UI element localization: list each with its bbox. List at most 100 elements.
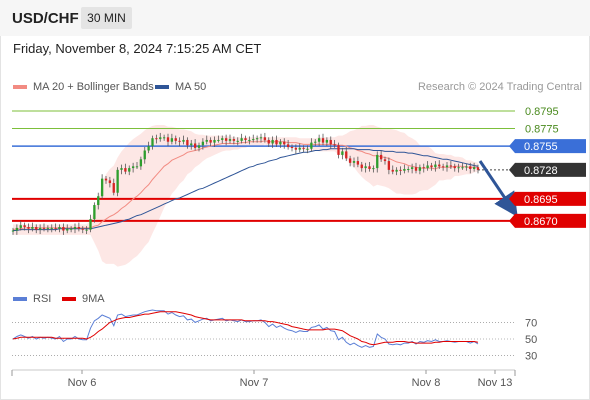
candle-body <box>147 146 150 151</box>
candle-body <box>275 139 278 145</box>
candle-body <box>317 138 321 142</box>
candle-body <box>236 140 239 142</box>
candle-body <box>228 139 232 141</box>
candle-body <box>263 137 267 140</box>
candle-body <box>387 161 391 170</box>
candle-body <box>441 166 445 168</box>
candle-body <box>310 142 313 149</box>
current-price-label: 0.8728 <box>524 165 558 177</box>
x-tick-label: Nov 6 <box>68 377 97 389</box>
candle-body <box>217 139 220 141</box>
rsi-level-label-50: 50 <box>525 334 537 346</box>
x-tick-label: Nov 13 <box>478 377 513 389</box>
candle-body <box>356 161 360 165</box>
candle-body <box>306 148 309 150</box>
candle-body <box>162 137 166 139</box>
candle-body <box>46 227 50 229</box>
candle-body <box>50 227 53 229</box>
candle-body <box>348 158 352 163</box>
ma50-legend-label: MA 50 <box>175 81 206 93</box>
candle-body <box>368 166 371 169</box>
candle-body <box>461 167 464 169</box>
symbol-title: USD/CHF <box>12 10 79 27</box>
candle-body <box>465 166 468 168</box>
candle-body <box>77 227 81 229</box>
level-lines <box>12 110 515 222</box>
candle-body <box>11 230 15 232</box>
candle-body <box>23 225 26 228</box>
candle-body <box>244 138 247 140</box>
candle-body <box>271 139 274 144</box>
candle-body <box>352 161 356 163</box>
candle-body <box>131 166 135 169</box>
candle-body <box>395 169 398 172</box>
candle-body <box>294 147 298 150</box>
candle-body <box>379 154 383 160</box>
candle-body <box>434 164 437 168</box>
timeframe-badge[interactable]: 30 MIN <box>81 7 132 29</box>
rsi-ma-line <box>12 311 479 346</box>
candle-body <box>116 169 119 193</box>
candle-body <box>97 196 100 206</box>
candle-body <box>438 164 441 167</box>
header-bar: USD/CHF 30 MIN <box>0 0 590 36</box>
candle-body <box>27 227 30 229</box>
bollinger-fill <box>13 125 478 267</box>
candle-body <box>209 139 212 143</box>
rsi-level-label-70: 70 <box>525 317 537 329</box>
candle-body <box>35 227 38 230</box>
candle-body <box>159 137 162 140</box>
candle-body <box>197 145 201 148</box>
candle-body <box>418 167 422 171</box>
research-credit: Research © 2024 Trading Central <box>418 81 582 93</box>
candle-body <box>383 159 387 162</box>
candle-body <box>252 139 255 141</box>
candle-body <box>325 139 329 143</box>
candle-body <box>321 138 325 143</box>
level-tag-0.8695 <box>515 191 586 206</box>
candle-body <box>100 178 104 197</box>
ma50-legend-swatch <box>155 85 169 89</box>
candle-body <box>476 167 480 170</box>
level-tag-pointer-0.8755 <box>509 139 515 154</box>
candle-body <box>143 150 146 160</box>
ma20-legend-label: MA 20 + Bollinger Bands <box>33 81 154 93</box>
candle-body <box>360 164 363 169</box>
candle-body <box>290 146 294 148</box>
level-tag-pointer-0.8695 <box>509 191 515 206</box>
candle-body <box>85 229 88 231</box>
candle-body <box>240 138 243 141</box>
ma20-legend-swatch <box>13 85 27 89</box>
candle-body <box>124 168 127 172</box>
rsi-ma-legend-label: 9MA <box>82 293 105 305</box>
candle-body <box>15 227 19 231</box>
candle-body <box>422 167 425 169</box>
candle-body <box>128 168 131 172</box>
candle-body <box>430 165 433 168</box>
candle-body <box>391 169 394 172</box>
candle-body <box>54 227 57 229</box>
candle-body <box>364 166 367 169</box>
candle-body <box>414 167 418 171</box>
candle-body <box>426 165 429 169</box>
candle-body <box>376 154 379 169</box>
candle-body <box>66 228 69 231</box>
candle-body <box>19 225 22 228</box>
candle-body <box>283 141 286 145</box>
candle-body <box>472 167 476 169</box>
candle-body <box>399 169 402 171</box>
current-price-tag <box>515 162 586 177</box>
x-tick-label: Nov 7 <box>240 377 269 389</box>
candle-body <box>224 138 228 141</box>
candle-body <box>73 227 77 229</box>
level-label-0.8695: 0.8695 <box>524 194 558 206</box>
candle-body <box>174 138 177 141</box>
candle-body <box>108 180 112 184</box>
candle-body <box>201 141 205 146</box>
rsi-legend-swatch <box>13 297 27 301</box>
level-label-0.8670: 0.8670 <box>524 216 558 228</box>
candle-body <box>255 138 259 140</box>
rsi-level-label-30: 30 <box>525 351 537 363</box>
candle-body <box>407 168 410 170</box>
